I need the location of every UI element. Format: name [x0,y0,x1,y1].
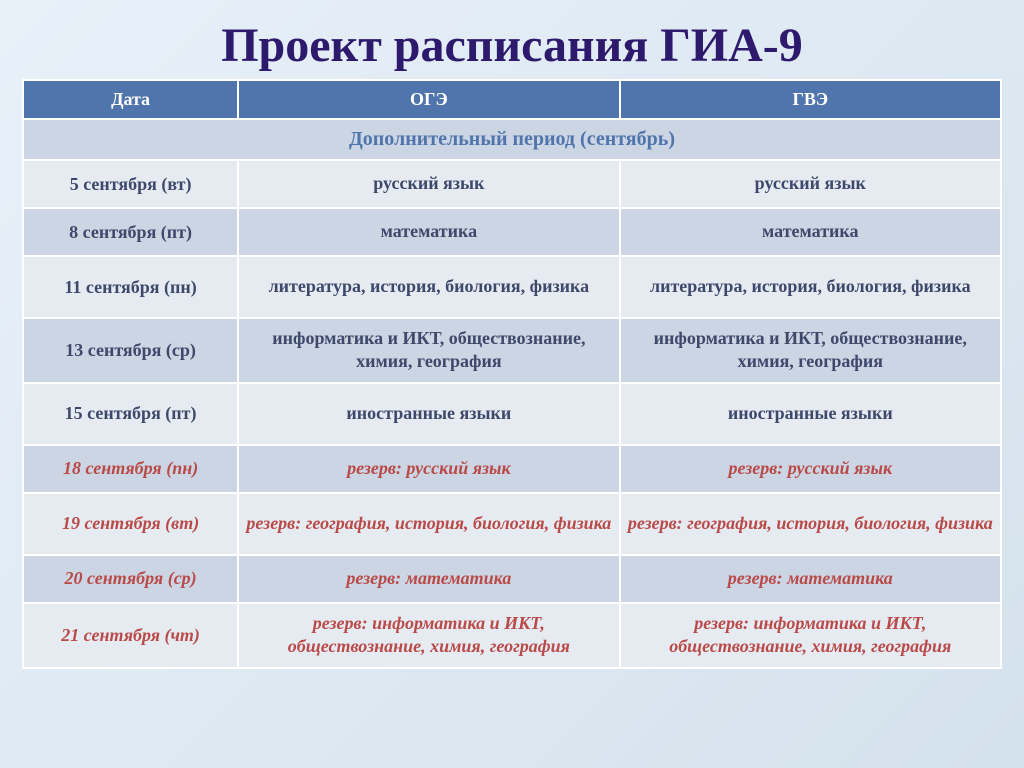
gve-cell: резерв: информатика и ИКТ, обществознани… [620,603,1001,668]
gve-cell: иностранные языки [620,383,1001,445]
table-row: 21 сентября (чт)резерв: информатика и ИК… [23,603,1001,668]
col-header-date: Дата [23,80,238,119]
oge-cell: резерв: география, история, биология, фи… [238,493,619,555]
date-cell: 11 сентября (пн) [23,256,238,318]
date-cell: 13 сентября (ср) [23,318,238,383]
schedule-table: Дата ОГЭ ГВЭ Дополнительный период (сент… [22,79,1002,669]
oge-cell: информатика и ИКТ, обществознание, химия… [238,318,619,383]
date-cell: 19 сентября (вт) [23,493,238,555]
col-header-oge: ОГЭ [238,80,619,119]
oge-cell: математика [238,208,619,256]
gve-cell: математика [620,208,1001,256]
date-cell: 18 сентября (пн) [23,445,238,493]
oge-cell: литература, история, биология, физика [238,256,619,318]
table-row: 19 сентября (вт)резерв: география, истор… [23,493,1001,555]
table-row: 18 сентября (пн)резерв: русский языкрезе… [23,445,1001,493]
subheader-cell: Дополнительный период (сентябрь) [23,119,1001,160]
oge-cell: иностранные языки [238,383,619,445]
gve-cell: резерв: география, история, биология, фи… [620,493,1001,555]
gve-cell: литература, история, биология, физика [620,256,1001,318]
date-cell: 8 сентября (пт) [23,208,238,256]
table-row: 13 сентября (ср)информатика и ИКТ, общес… [23,318,1001,383]
schedule-table-wrap: Дата ОГЭ ГВЭ Дополнительный период (сент… [22,79,1002,669]
table-row: 11 сентября (пн)литература, история, био… [23,256,1001,318]
table-row: 5 сентября (вт)русский языкрусский язык [23,160,1001,208]
date-cell: 15 сентября (пт) [23,383,238,445]
oge-cell: русский язык [238,160,619,208]
col-header-gve: ГВЭ [620,80,1001,119]
table-row: 15 сентября (пт)иностранные языкииностра… [23,383,1001,445]
table-header-row: Дата ОГЭ ГВЭ [23,80,1001,119]
oge-cell: резерв: русский язык [238,445,619,493]
table-row: 8 сентября (пт)математикаматематика [23,208,1001,256]
table-body: Дополнительный период (сентябрь) 5 сентя… [23,119,1001,668]
subheader-row: Дополнительный период (сентябрь) [23,119,1001,160]
date-cell: 21 сентября (чт) [23,603,238,668]
table-row: 20 сентября (ср)резерв: математикарезерв… [23,555,1001,603]
gve-cell: резерв: русский язык [620,445,1001,493]
oge-cell: резерв: информатика и ИКТ, обществознани… [238,603,619,668]
gve-cell: информатика и ИКТ, обществознание, химия… [620,318,1001,383]
oge-cell: резерв: математика [238,555,619,603]
date-cell: 20 сентября (ср) [23,555,238,603]
gve-cell: резерв: математика [620,555,1001,603]
gve-cell: русский язык [620,160,1001,208]
page-title: Проект расписания ГИА-9 [0,0,1024,79]
date-cell: 5 сентября (вт) [23,160,238,208]
